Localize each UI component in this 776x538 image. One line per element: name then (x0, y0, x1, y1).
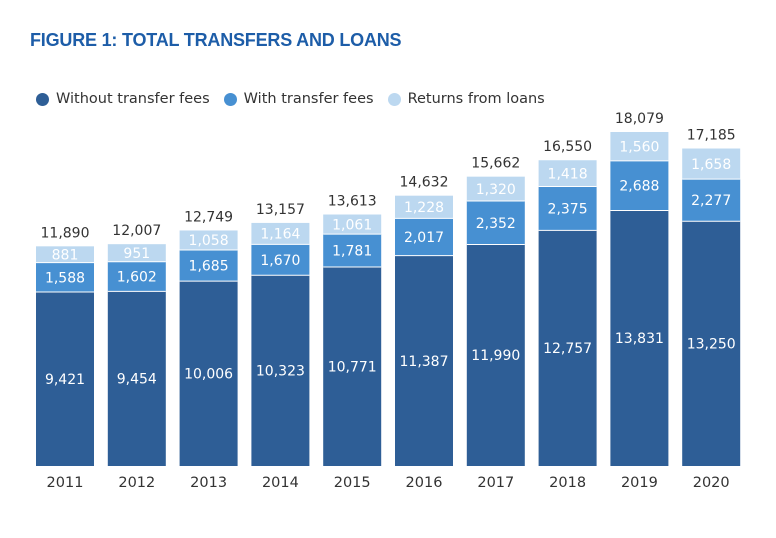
x-tick-label: 2020 (693, 475, 730, 491)
segment-value-label: 1,588 (45, 270, 85, 286)
bar-segment-without (610, 210, 669, 466)
x-tick-label: 2016 (406, 475, 443, 491)
segment-value-label: 1,560 (619, 139, 659, 155)
segment-value-label: 10,006 (184, 367, 233, 383)
bar-segment-with (179, 250, 238, 282)
total-value-label: 13,157 (256, 202, 305, 218)
segment-value-label: 1,670 (260, 253, 300, 269)
bar-segment-returns (466, 176, 525, 202)
total-value-label: 16,550 (543, 139, 592, 155)
bar-segment-with (395, 218, 453, 256)
legend: Without transfer fees With transfer fees… (36, 91, 559, 107)
segment-value-label: 951 (123, 246, 150, 262)
x-tick-label: 2012 (118, 475, 155, 491)
x-tick-label: 2018 (549, 475, 586, 491)
bar-segment-with (538, 186, 597, 231)
segment-value-label: 1,602 (117, 270, 157, 286)
bar-segment-without (251, 275, 310, 466)
segment-value-label: 1,685 (189, 259, 229, 275)
bar-segment-with (36, 262, 94, 292)
bar-segment-returns (538, 160, 597, 187)
bar-segment-returns (36, 246, 94, 263)
segment-value-label: 1,164 (260, 227, 300, 243)
bar-segment-without (179, 281, 238, 466)
chart-title: FIGURE 1: TOTAL TRANSFERS AND LOANS (30, 30, 402, 50)
segment-value-label: 1,781 (332, 244, 372, 260)
bar-segment-with (610, 160, 669, 211)
bar-segment-without (107, 291, 166, 466)
legend-swatch-with (223, 92, 237, 106)
segment-value-label: 10,771 (328, 360, 377, 376)
legend-label-with: With transfer fees (243, 91, 374, 107)
total-value-label: 18,079 (615, 111, 664, 127)
segment-value-label: 9,454 (117, 372, 157, 388)
x-tick-label: 2019 (621, 475, 658, 491)
segment-value-label: 2,277 (691, 193, 731, 209)
bar-segment-returns (323, 214, 382, 235)
x-tick-label: 2011 (47, 475, 84, 491)
segment-value-label: 1,320 (476, 182, 516, 198)
legend-swatch-without (36, 92, 49, 106)
total-value-label: 12,749 (184, 209, 233, 225)
bar-segment-returns (251, 222, 310, 245)
x-tick-label: 2014 (262, 475, 299, 491)
segment-value-label: 11,990 (471, 348, 520, 364)
total-value-label: 15,662 (471, 156, 520, 172)
segment-value-label: 1,058 (189, 233, 229, 249)
bar-segment-without (36, 291, 94, 466)
bar-segment-returns (395, 195, 453, 219)
segment-value-label: 13,250 (687, 337, 736, 353)
total-value-label: 17,185 (687, 128, 736, 144)
legend-item-without: Without transfer fees (36, 91, 210, 107)
legend-item-returns: Returns from loans (387, 91, 545, 107)
bar-segment-without (538, 230, 597, 466)
bar-segment-with (251, 244, 310, 276)
bar-segment-without (323, 267, 382, 466)
total-value-label: 12,007 (112, 223, 161, 239)
total-value-label: 14,632 (400, 175, 449, 191)
x-tick-label: 2015 (334, 475, 371, 491)
x-tick-label: 2017 (477, 475, 514, 491)
bar-segment-with (107, 261, 166, 292)
legend-swatch-returns (387, 92, 401, 106)
segment-value-label: 1,418 (548, 166, 588, 182)
segment-value-label: 9,421 (45, 372, 85, 388)
segment-value-label: 10,323 (256, 364, 305, 380)
segment-value-label: 1,061 (332, 217, 372, 233)
bar-segment-with (323, 234, 382, 268)
legend-label-returns: Returns from loans (407, 91, 545, 107)
bar-segment-returns (179, 230, 238, 251)
total-value-label: 13,613 (328, 194, 377, 210)
segment-value-label: 2,017 (404, 230, 444, 246)
x-tick-label: 2013 (190, 475, 227, 491)
bar-segment-with (466, 201, 525, 245)
total-value-label: 11,890 (41, 225, 90, 241)
legend-item-with: With transfer fees (223, 91, 374, 107)
segment-value-label: 13,831 (615, 331, 664, 347)
legend-label-without: Without transfer fees (56, 91, 210, 107)
segment-value-label: 2,688 (619, 179, 659, 195)
segment-value-label: 2,375 (548, 201, 588, 217)
bar-segment-with (682, 179, 741, 222)
segment-value-label: 1,658 (691, 157, 731, 173)
segment-value-label: 11,387 (400, 354, 449, 370)
bar-segment-returns (107, 244, 166, 262)
bar-segment-without (466, 244, 525, 466)
segment-value-label: 1,228 (404, 200, 444, 216)
bar-segment-without (395, 255, 453, 466)
bar-segment-without (682, 221, 741, 466)
segment-value-label: 2,352 (476, 216, 516, 232)
bar-segment-returns (610, 132, 669, 161)
bar-segment-returns (682, 148, 741, 180)
segment-value-label: 881 (52, 247, 79, 263)
segment-value-label: 12,757 (543, 341, 592, 357)
